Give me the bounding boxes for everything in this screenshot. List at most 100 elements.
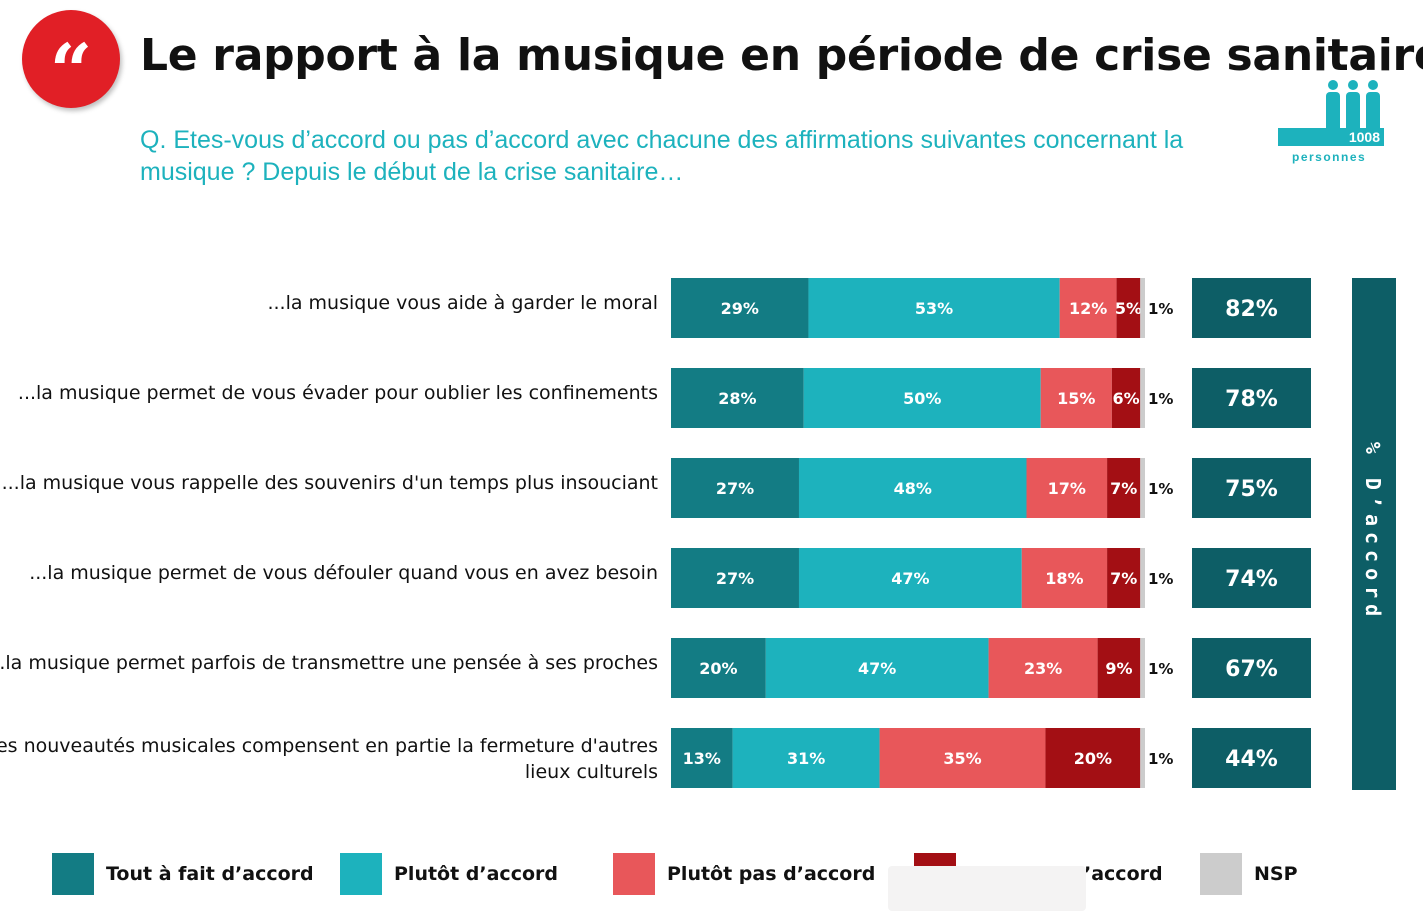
bar-segment <box>765 638 989 698</box>
bar-segment <box>1111 368 1141 428</box>
segment-value-label: 35% <box>943 749 981 768</box>
category-label: ...les nouveautés musicales compensent e… <box>0 735 658 783</box>
segment-value-label: 48% <box>894 479 932 498</box>
sample-caption: personnes <box>1292 150 1367 164</box>
segment-value-label: 50% <box>903 389 941 408</box>
segment-value-label: 27% <box>716 569 754 588</box>
redaction-overlay <box>888 866 1086 911</box>
sample-count-bar <box>1278 128 1384 146</box>
segment-value-label: 53% <box>915 299 953 318</box>
bar-segment <box>671 548 799 608</box>
legend-item-plutot-pas: Plutôt pas d’accord <box>613 852 875 896</box>
total-value-label: 44% <box>1225 747 1278 772</box>
legend-label: ’accord <box>1084 863 1163 885</box>
legend-label: Plutôt pas d’accord <box>667 863 876 885</box>
legend-item-nsp: NSP <box>1200 852 1298 896</box>
legend-swatch <box>340 853 382 895</box>
segment-value-label: 47% <box>891 569 929 588</box>
page-title: Le rapport à la musique en période de cr… <box>140 30 1423 81</box>
bar-segment <box>803 368 1041 428</box>
sample-count: 1008 <box>1348 129 1380 145</box>
quote-logo: “ <box>22 10 120 115</box>
legend-item-tout-a-fait: Tout à fait d’accord <box>52 852 314 896</box>
bar-segment <box>1140 458 1145 518</box>
legend-swatch <box>52 853 94 895</box>
segment-value-label: 29% <box>721 299 759 318</box>
legend: Tout à fait d’accord Plutôt d’accord Plu… <box>0 852 1423 897</box>
total-value-label: 67% <box>1225 657 1278 682</box>
total-box <box>1192 368 1311 428</box>
category-label: ...la musique permet parfois de transmet… <box>0 652 658 674</box>
bar-segment <box>1107 548 1141 608</box>
survey-question: Q. Etes-vous d’accord ou pas d’accord av… <box>140 126 1184 186</box>
total-box <box>1192 638 1311 698</box>
segment-value-label: 27% <box>716 479 754 498</box>
bar-segment <box>671 728 733 788</box>
bar-segment <box>879 728 1046 788</box>
bar-segment <box>1107 458 1141 518</box>
segment-value-label: 31% <box>787 749 825 768</box>
legend-label: Plutôt d’accord <box>394 863 558 885</box>
segment-value-label: 6% <box>1112 389 1139 408</box>
bar-segment <box>1040 368 1112 428</box>
bar-segment <box>1026 458 1108 518</box>
bar-segment <box>671 458 799 518</box>
category-label: ...la musique permet de vous défouler qu… <box>29 562 658 584</box>
bar-segment <box>988 638 1098 698</box>
quote-mark-icon: “ <box>49 29 93 115</box>
segment-value-label: 20% <box>699 659 737 678</box>
bar-segment <box>671 368 804 428</box>
bar-segment <box>671 638 766 698</box>
nsp-value-label: 1% <box>1148 480 1173 498</box>
bar-segment <box>1097 638 1141 698</box>
total-box <box>1192 548 1311 608</box>
bar-segment <box>1140 548 1145 608</box>
bar-segment <box>732 728 880 788</box>
segment-value-label: 20% <box>1074 749 1112 768</box>
total-value-label: 74% <box>1225 567 1278 592</box>
legend-swatch <box>1200 853 1242 895</box>
total-box <box>1192 458 1311 518</box>
segment-value-label: 23% <box>1024 659 1062 678</box>
total-value-label: 78% <box>1225 387 1278 412</box>
nsp-value-label: 1% <box>1148 660 1173 678</box>
legend-swatch <box>613 853 655 895</box>
category-label: ...la musique permet de vous évader pour… <box>18 382 658 404</box>
nsp-value-label: 1% <box>1148 570 1173 588</box>
segment-value-label: 9% <box>1105 659 1132 678</box>
total-value-label: 75% <box>1225 477 1278 502</box>
bar-segment <box>798 548 1022 608</box>
legend-item-plutot: Plutôt d’accord <box>340 852 558 896</box>
legend-label: NSP <box>1254 863 1298 885</box>
nsp-value-label: 1% <box>1148 300 1173 318</box>
person-icon <box>1346 80 1360 128</box>
segment-value-label: 5% <box>1115 299 1142 318</box>
stacked-bar-chart: ...la musique vous aide à garder le mora… <box>0 278 1396 790</box>
segment-value-label: 12% <box>1069 299 1107 318</box>
legend-label: Tout à fait d’accord <box>106 863 314 885</box>
total-value-label: 82% <box>1225 297 1278 322</box>
nsp-value-label: 1% <box>1148 750 1173 768</box>
person-icon <box>1366 80 1380 128</box>
nsp-value-label: 1% <box>1148 390 1173 408</box>
bar-segment <box>1045 728 1141 788</box>
segment-value-label: 47% <box>858 659 896 678</box>
segment-value-label: 17% <box>1048 479 1086 498</box>
category-label: ...la musique vous aide à garder le mora… <box>267 292 658 314</box>
total-box <box>1192 278 1311 338</box>
segment-value-label: 7% <box>1110 569 1137 588</box>
bar-segment <box>1059 278 1117 338</box>
bar-segment <box>671 278 809 338</box>
segment-value-label: 28% <box>718 389 756 408</box>
person-icon <box>1326 80 1340 128</box>
bar-segment <box>1140 728 1145 788</box>
bar-segment <box>1116 278 1141 338</box>
segment-value-label: 15% <box>1057 389 1095 408</box>
agreement-banner-label: % D’accord <box>1361 442 1385 622</box>
category-label: ...la musique vous rappelle des souvenir… <box>2 472 658 494</box>
segment-value-label: 7% <box>1110 479 1137 498</box>
bar-segment <box>1140 638 1145 698</box>
bar-segment <box>1140 368 1145 428</box>
agreement-banner <box>1352 278 1396 790</box>
bar-segment <box>798 458 1027 518</box>
